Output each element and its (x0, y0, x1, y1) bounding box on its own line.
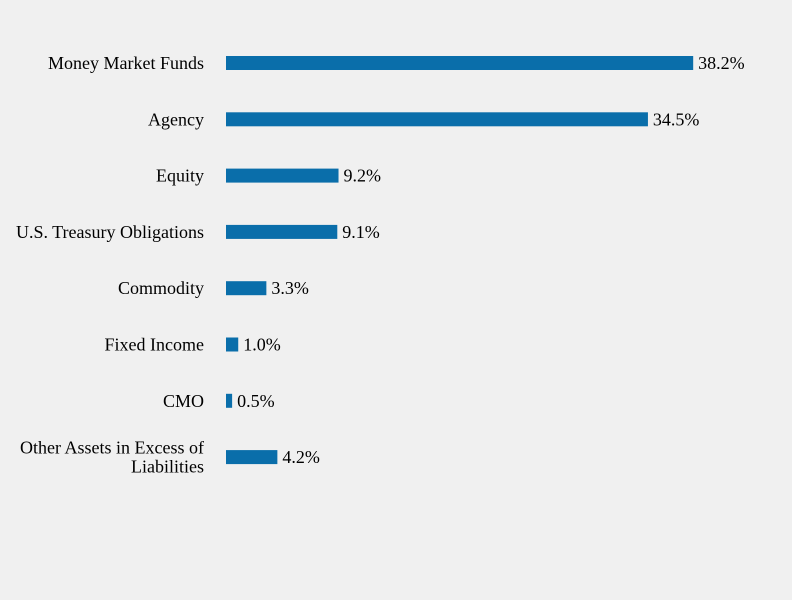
value-label-agency: 34.5% (653, 109, 700, 129)
bars-group (226, 56, 694, 465)
category-label-commodity: Commodity (118, 278, 204, 298)
value-label-cmo: 0.5% (237, 391, 274, 411)
bar-money-market-funds (226, 56, 694, 70)
value-label-fixed-income: 1.0% (243, 335, 280, 355)
category-labels-group: Money Market Funds Agency Equity U.S. Treas… (16, 53, 204, 477)
bar-commodity (226, 281, 267, 296)
bar-fixed-income (226, 337, 239, 352)
bar-equity (226, 168, 339, 183)
category-label-money-market-funds: Money Market Funds (48, 53, 204, 73)
value-label-equity: 9.2% (344, 166, 382, 186)
category-label-fixed-income: Fixed Income (105, 335, 204, 355)
category-label-agency: Agency (148, 109, 204, 129)
bar-cmo (226, 393, 233, 408)
bar-agency (226, 112, 648, 127)
bar-u-s-treasury-obligations (226, 224, 338, 239)
bar-other-assets-in-excess-of-liabilities (226, 450, 278, 465)
value-label-other-assets-in-excess-of-liabilities: 4.2% (282, 447, 320, 467)
category-label-u-s-treasury-obligations: U.S. Treasury Obligations (16, 222, 204, 242)
category-label-other-assets-in-excess-of-liabilities: Other Assets in Excess of Liabilities (20, 438, 204, 477)
value-label-u-s-treasury-obligations: 9.1% (342, 222, 380, 242)
value-labels-group: 38.2% 34.5% 9.2% 9.1% 3.3% 1.0% 0.5% 4.2% (237, 53, 745, 467)
value-label-commodity: 3.3% (271, 278, 309, 298)
value-label-money-market-funds: 38.2% (698, 53, 745, 73)
category-label-equity: Equity (156, 166, 204, 186)
category-label-cmo: CMO (163, 391, 204, 411)
